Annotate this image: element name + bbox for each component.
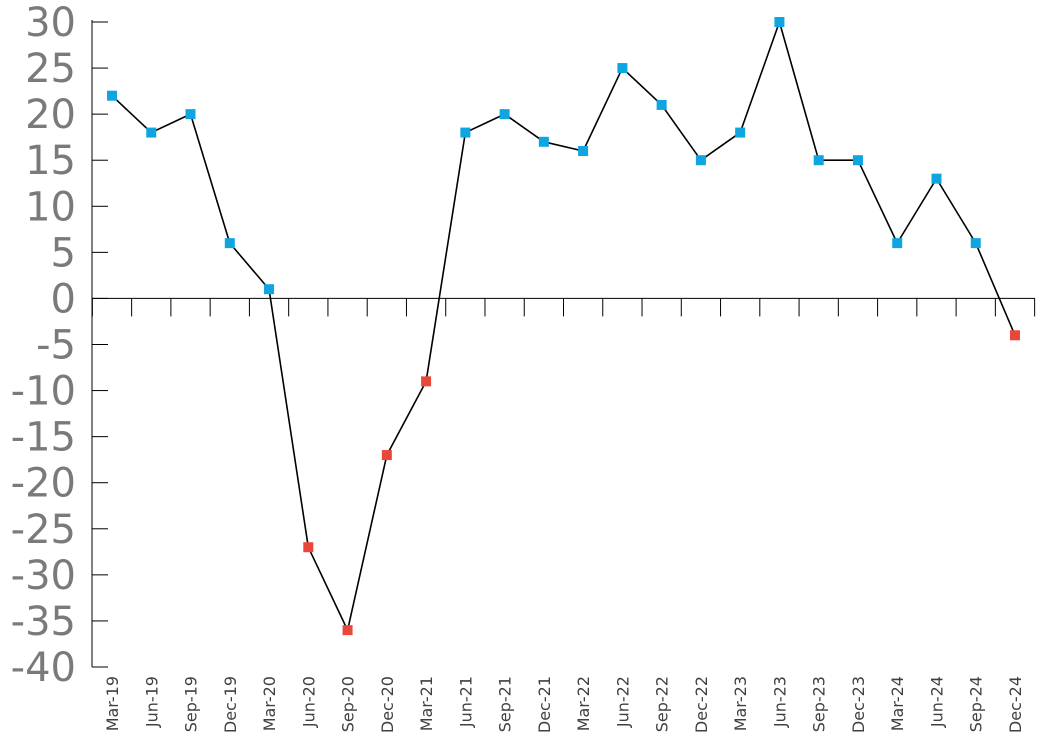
y-tick-label: 10 [25,184,76,230]
data-point-sep-20 [342,625,353,636]
data-point-jun-23 [774,17,785,27]
x-tick-label: Jun-19 [142,676,161,728]
x-axis: Mar-19 Jun-19 Sep-19 Dec-19 Mar-20 Jun-20 Sep-… [91,297,1036,733]
data-point-sep-23 [813,155,824,166]
y-tick-label: 5 [51,230,76,276]
x-tick-label: Sep-19 [182,676,201,732]
y-tick-label: -10 [11,369,76,415]
data-point-mar-19 [107,90,117,101]
x-tick-label: Sep-21 [496,676,515,732]
y-tick-label: -5 [36,323,76,369]
x-tick-label: Dec-23 [849,676,868,733]
data-point-sep-22 [656,99,667,110]
data-point-jun-21 [460,127,471,138]
data-point-mar-23 [735,127,746,138]
data-point-dec-24 [1010,330,1020,341]
x-tick-label: Dec-20 [378,676,397,733]
y-tick-label: -20 [11,461,76,507]
data-point-mar-24 [892,238,903,249]
data-point-sep-19 [185,109,196,120]
data-point-sep-24 [970,238,981,249]
x-tick-label: Jun-24 [927,676,946,728]
y-tick-label: 15 [25,138,76,184]
y-tick-label: -15 [11,415,76,461]
data-point-dec-21 [538,136,549,147]
x-tick-label: Dec-21 [535,676,554,733]
x-tick-label: Mar-22 [574,676,593,731]
y-tick-label: 20 [25,92,76,138]
data-point-sep-21 [499,109,510,120]
data-point-mar-20 [264,284,275,295]
data-point-mar-21 [421,376,432,387]
x-tick-label: Jun-21 [456,676,475,728]
x-tick-label: Mar-21 [417,676,436,731]
x-tick-label: Dec-22 [692,676,711,733]
y-tick-label: -35 [11,599,76,645]
y-tick-label: 30 [25,0,76,46]
y-tick-label: -40 [11,645,76,691]
series-line-path [111,21,1016,631]
x-tick-label: Sep-20 [339,676,358,732]
x-tick-label: Mar-24 [888,676,907,731]
data-point-dec-20 [381,450,392,461]
x-tick-label: Mar-20 [260,676,279,731]
data-point-dec-22 [695,155,706,166]
series-markers [107,17,1020,636]
data-point-jun-20 [303,542,314,553]
x-tick-label: Sep-24 [967,676,986,732]
data-point-mar-22 [578,146,589,156]
x-tick-label: Sep-23 [810,676,829,732]
x-tick-label: Sep-22 [653,676,672,732]
x-tick-label: Jun-23 [770,676,789,728]
y-tick-label: -30 [11,553,76,599]
x-tick-label: Mar-23 [731,676,750,731]
x-tick-label: Jun-22 [613,676,632,728]
x-tick-label: Mar-19 [103,676,122,731]
x-tick-label: Dec-19 [221,676,240,733]
x-tick-label: Jun-20 [299,676,318,728]
data-point-dec-23 [852,155,863,166]
data-point-jun-19 [146,127,157,138]
y-tick-label: 0 [51,276,76,322]
y-tick-label: -25 [11,507,76,553]
data-point-dec-19 [224,238,235,249]
y-tick-label: 25 [25,46,76,92]
data-point-jun-24 [931,173,942,184]
x-tick-label: Dec-24 [1006,676,1025,733]
data-point-jun-22 [617,63,628,74]
series-line [111,21,1016,631]
